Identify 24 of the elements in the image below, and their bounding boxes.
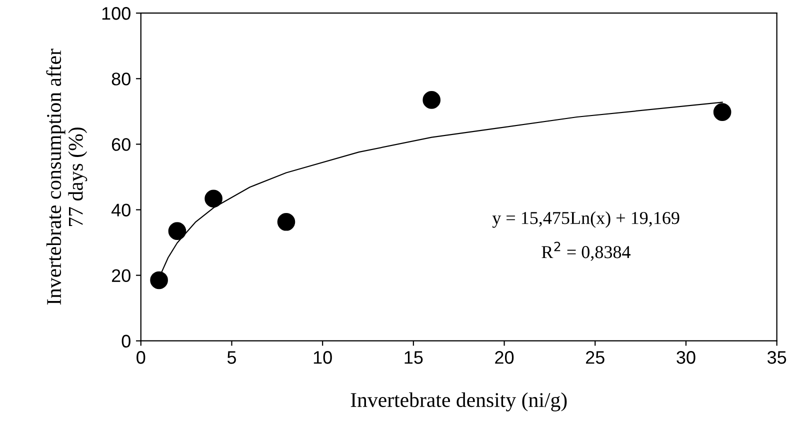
x-axis-title: Invertebrate density (ni/g) — [350, 392, 567, 412]
x-tick-label: 20 — [495, 351, 514, 364]
point — [277, 212, 296, 231]
point — [168, 222, 186, 240]
x-tick-label: 25 — [586, 351, 604, 364]
y-tick-label: 80 — [112, 72, 130, 86]
x-tick-label: 30 — [676, 351, 696, 364]
y-tick-label: 100 — [102, 7, 130, 20]
y-axis-title: Invertebrate consumption after 77 days (%) — [46, 48, 88, 305]
annotation: y = 15,475Ln(x) + 19,169 — [492, 211, 680, 228]
point — [422, 91, 441, 109]
x-tick-label: 15 — [404, 351, 423, 364]
annotation: R$^{2}$ = 0,8384 — [542, 242, 631, 261]
y-tick-label: 60 — [112, 138, 130, 151]
x-tick-label: 5 — [227, 351, 236, 364]
y-tick-label: 40 — [111, 204, 130, 216]
point — [204, 190, 222, 208]
x-tick-label: 0 — [136, 351, 146, 364]
x-tick-label: 35 — [767, 351, 786, 364]
y-tick-label: 0 — [122, 334, 130, 348]
x-tick-label: 10 — [314, 351, 332, 364]
point — [713, 103, 732, 121]
y-tick-label: 20 — [112, 269, 130, 282]
point — [150, 271, 168, 290]
